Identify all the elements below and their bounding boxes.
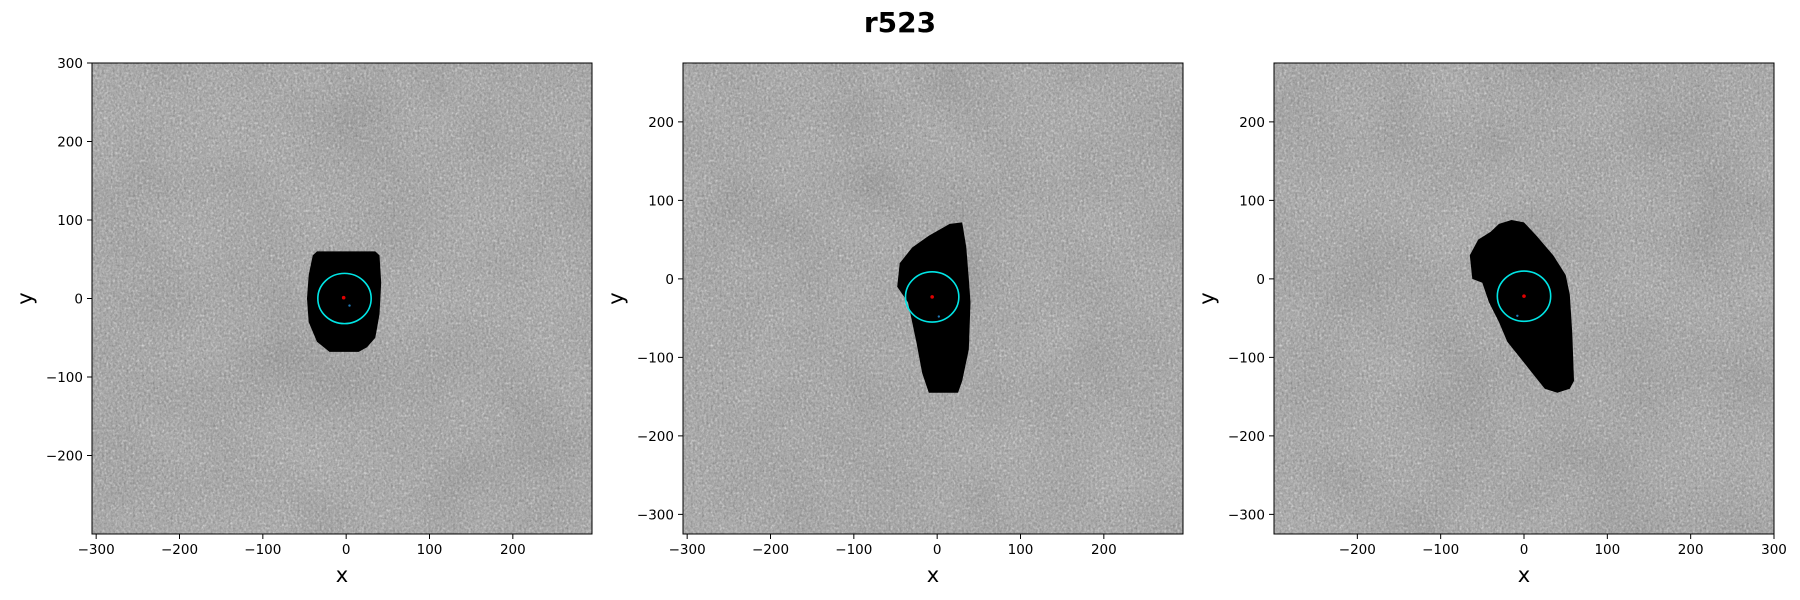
fit-circle	[317, 272, 372, 325]
x-tick-label: 300	[1761, 542, 1787, 558]
y-tick-label: 100	[1239, 193, 1265, 209]
y-tick-label: 100	[648, 193, 674, 209]
mask-region	[897, 222, 971, 393]
fit-circle	[904, 271, 960, 323]
x-tick-label: 100	[1008, 542, 1034, 558]
y-tick-label: 200	[648, 115, 674, 131]
mask-region	[1469, 220, 1574, 393]
y-tick-label: 0	[1256, 272, 1265, 288]
x-tick-label: 200	[1091, 542, 1117, 558]
secondary-point	[348, 304, 351, 307]
y-tick-label: 0	[74, 292, 83, 308]
fit-circle	[1496, 270, 1552, 323]
y-axis-label: y	[13, 292, 37, 304]
y-tick-label: 200	[57, 135, 83, 151]
y-tick-label: −200	[1228, 429, 1265, 445]
secondary-point	[937, 315, 941, 318]
x-tick-label: 0	[933, 542, 942, 558]
center-point	[1522, 294, 1526, 298]
y-tick-label: 0	[665, 272, 674, 288]
figure-title: r523	[863, 6, 937, 39]
y-tick-label: 300	[57, 56, 83, 72]
x-tick-label: 200	[1678, 542, 1704, 558]
x-axis-label: x	[927, 563, 939, 587]
x-tick-label: 100	[417, 542, 443, 558]
x-tick-label: 100	[1594, 542, 1620, 558]
x-tick-label: −300	[78, 542, 115, 558]
mask-region	[307, 251, 382, 352]
heatmap-image	[1274, 63, 1774, 534]
x-axis-label: x	[336, 563, 348, 587]
x-tick-label: 0	[342, 542, 351, 558]
y-tick-label: −100	[637, 350, 674, 366]
y-tick-label: −100	[46, 370, 83, 386]
y-axis-label: y	[1195, 292, 1219, 304]
secondary-point	[1516, 314, 1519, 317]
heatmap-image	[683, 63, 1183, 534]
panel-3: −200 −100 0 100 200 300 −300 −200 −100 0 100 200 x y	[1195, 62, 1787, 587]
x-tick-label: 0	[1520, 542, 1529, 558]
panel-1: −300 −200 −100 0 100 200 −200 −100 0 100 200 300 x y	[13, 56, 593, 587]
y-tick-label: 200	[1239, 115, 1265, 131]
y-tick-label: −200	[637, 429, 674, 445]
x-axis-label: x	[1518, 563, 1530, 587]
x-tick-label: −100	[244, 542, 281, 558]
axes-frame	[682, 62, 1184, 535]
y-tick-label: −300	[1228, 507, 1265, 523]
x-tick-label: −100	[1422, 542, 1459, 558]
x-tick-label: −300	[669, 542, 706, 558]
panel-2: −300 −200 −100 0 100 200 −300 −200 −100 0 100 200 x y	[604, 62, 1184, 587]
heatmap-image	[92, 63, 592, 534]
y-axis-label: y	[604, 292, 628, 304]
x-tick-label: −200	[1339, 542, 1376, 558]
x-tick-label: −100	[835, 542, 872, 558]
center-point	[341, 295, 346, 300]
y-tick-label: −200	[46, 449, 83, 465]
y-tick-label: −300	[637, 507, 674, 523]
y-tick-label: −100	[1228, 350, 1265, 366]
x-tick-label: 200	[500, 542, 526, 558]
y-tick-label: 100	[57, 213, 83, 229]
x-tick-label: −200	[752, 542, 789, 558]
x-tick-label: −200	[161, 542, 198, 558]
center-point	[930, 295, 934, 299]
